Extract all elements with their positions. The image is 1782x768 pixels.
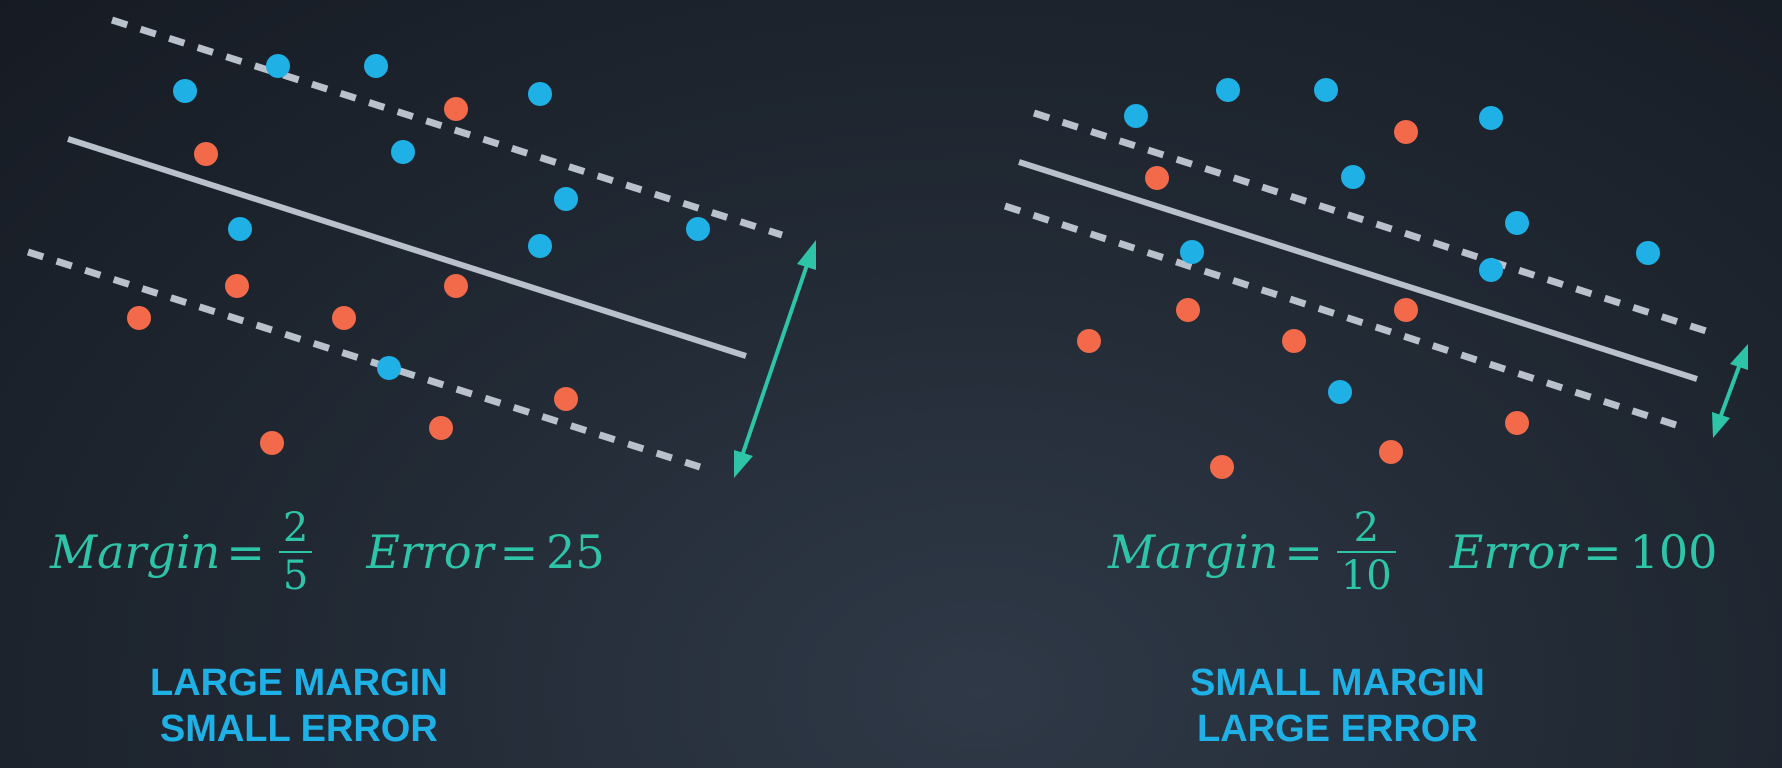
red-point: [444, 97, 468, 121]
upper-margin-line: [110, 16, 784, 239]
margin-label: Margin: [50, 525, 221, 579]
blue-point: [228, 217, 252, 241]
margin-arrow-shaft: [1718, 363, 1742, 419]
margin-fraction: 2 5: [278, 505, 313, 599]
decision-boundary-line: [1018, 159, 1698, 382]
red-points: [1077, 120, 1529, 479]
error-label: Error: [1449, 525, 1578, 579]
red-point: [127, 306, 151, 330]
blue-point: [391, 140, 415, 164]
error-value: 100: [1629, 525, 1718, 579]
blue-point: [1505, 211, 1529, 235]
red-point: [1394, 120, 1418, 144]
blue-point: [1180, 240, 1204, 264]
fraction-bar: [1336, 551, 1396, 553]
fraction-denominator: 5: [282, 553, 309, 599]
blue-point: [1124, 104, 1148, 128]
left-caption: LARGE MARGIN SMALL ERROR: [150, 660, 448, 752]
red-point: [1176, 298, 1200, 322]
red-point: [1077, 329, 1101, 353]
red-point: [1210, 455, 1234, 479]
equals-sign: =: [1583, 525, 1622, 579]
large-margin-panel: Margin = 2 5 Error = 25: [0, 0, 860, 768]
red-point: [1505, 411, 1529, 435]
red-point: [194, 142, 218, 166]
equals-sign: =: [499, 525, 539, 579]
small-margin-panel: Margin = 2 10 Error = 100: [940, 0, 1782, 768]
red-point: [260, 431, 284, 455]
fraction-numerator: 2: [282, 505, 309, 551]
blue-point: [1341, 165, 1365, 189]
fraction-bar: [278, 551, 313, 553]
margin-arrow-head-bottom: [1712, 412, 1730, 438]
blue-point: [1479, 258, 1503, 282]
blue-point: [173, 79, 197, 103]
blue-point: [1328, 380, 1352, 404]
blue-point: [364, 54, 388, 78]
blue-point: [528, 82, 552, 106]
red-point: [1394, 298, 1418, 322]
red-point: [554, 387, 578, 411]
lower-margin-line: [26, 248, 702, 471]
red-point: [444, 274, 468, 298]
left-svm-plot: [26, 16, 816, 478]
error-value: 25: [546, 525, 605, 579]
blue-point: [554, 187, 578, 211]
equals-sign: =: [1284, 525, 1323, 579]
blue-point: [686, 217, 710, 241]
upper-margin-line: [1032, 109, 1708, 335]
margin-label: Margin: [1108, 525, 1279, 579]
red-point: [1379, 440, 1403, 464]
right-formula: Margin = 2 10 Error = 100: [1108, 492, 1717, 612]
caption-line-1: SMALL MARGIN: [1190, 662, 1485, 704]
blue-points: [173, 54, 710, 380]
fraction-numerator: 2: [1353, 505, 1380, 551]
right-caption: SMALL MARGIN LARGE ERROR: [1190, 660, 1485, 752]
decision-boundary-line: [67, 136, 747, 359]
red-point: [1145, 166, 1169, 190]
blue-point: [377, 356, 401, 380]
left-formula: Margin = 2 5 Error = 25: [50, 492, 605, 612]
margin-fraction: 2 10: [1336, 505, 1396, 599]
blue-point: [528, 234, 552, 258]
margin-arrow-head-top: [1730, 344, 1748, 370]
red-point: [225, 274, 249, 298]
error-label: Error: [366, 525, 494, 579]
blue-point: [1314, 78, 1338, 102]
margin-arrow-head-top: [797, 240, 816, 270]
red-points: [127, 97, 578, 455]
red-point: [332, 306, 356, 330]
blue-point: [266, 54, 290, 78]
blue-point: [1479, 106, 1503, 130]
margin-arrow-shaft: [740, 261, 810, 457]
right-svm-plot: [1003, 78, 1748, 479]
caption-line-2: LARGE ERROR: [1197, 708, 1478, 750]
red-point: [1282, 329, 1306, 353]
blue-point: [1216, 78, 1240, 102]
red-point: [429, 416, 453, 440]
blue-points: [1124, 78, 1660, 404]
caption-line-2: SMALL ERROR: [159, 708, 438, 750]
caption-line-1: LARGE MARGIN: [150, 662, 448, 704]
margin-arrow-head-bottom: [734, 450, 753, 478]
fraction-denominator: 10: [1340, 553, 1392, 599]
equals-sign: =: [226, 525, 265, 579]
blue-point: [1636, 241, 1660, 265]
